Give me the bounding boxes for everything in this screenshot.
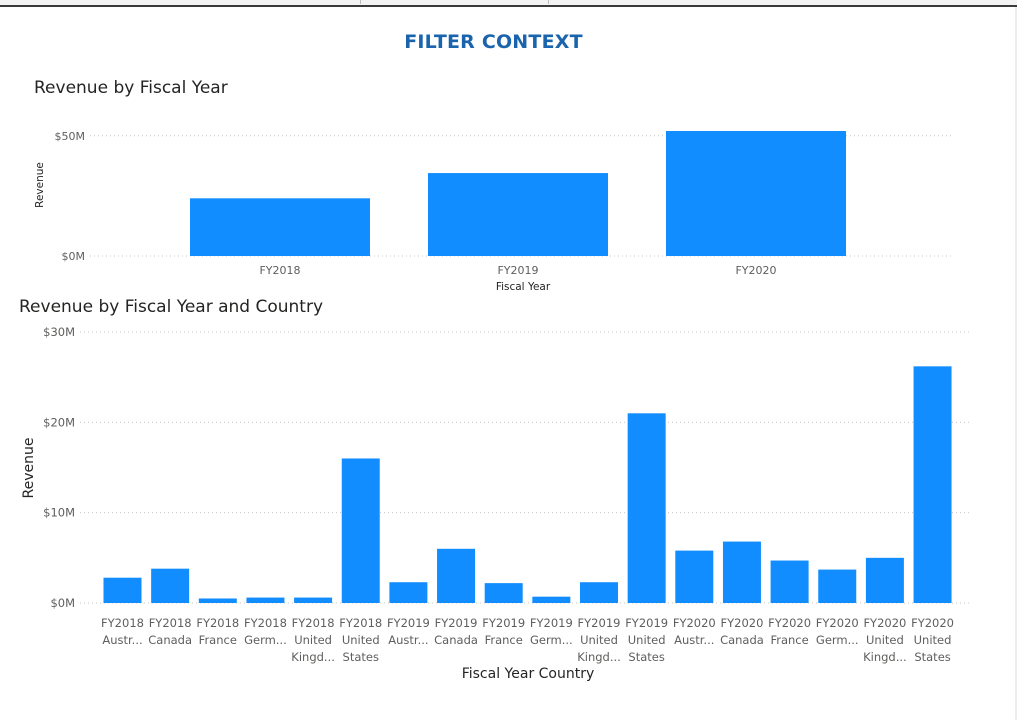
x-tick-label: Austr... (102, 633, 142, 647)
x-tick-label: Canada (148, 633, 192, 647)
bar (722, 541, 761, 603)
x-tick-label: Kingd... (863, 650, 907, 664)
x-tick-label: FY2019 (497, 264, 538, 277)
y-tick-label: $10M (43, 506, 75, 520)
bar (341, 458, 380, 603)
chart1-title: Revenue by Fiscal Year (34, 78, 228, 98)
y-axis-title: Revenue (34, 162, 46, 208)
y-tick-label: $0M (50, 596, 75, 610)
x-tick-label: States (914, 650, 950, 664)
bar (770, 560, 809, 603)
x-tick-label: FY2018 (244, 616, 287, 630)
x-tick-label: Austr... (674, 633, 714, 647)
x-tick-label: FY2018 (259, 264, 300, 277)
x-tick-label: FY2018 (292, 616, 335, 630)
bar (190, 198, 370, 256)
bar (580, 582, 618, 603)
x-tick-label: Austr... (388, 633, 428, 647)
x-tick-label: United (294, 633, 332, 647)
bar (294, 597, 333, 603)
x-tick-label: Canada (434, 633, 478, 647)
x-tick-label: FY2019 (530, 616, 573, 630)
strip-tick (548, 0, 549, 4)
x-tick-label: FY2020 (816, 616, 859, 630)
bar (818, 569, 857, 603)
page-title: FILTER CONTEXT (404, 31, 583, 53)
y-tick-label: $50M (55, 130, 86, 143)
x-tick-label: FY2019 (482, 616, 525, 630)
bar (865, 557, 904, 603)
x-tick-label: Canada (720, 633, 764, 647)
x-tick-label: FY2020 (863, 616, 906, 630)
y-tick-label: $30M (43, 325, 75, 339)
bar (627, 413, 666, 603)
x-tick-label: FY2019 (578, 616, 621, 630)
x-tick-label: France (770, 633, 808, 647)
x-tick-label: States (628, 650, 664, 664)
window-top-strip (0, 0, 1017, 7)
x-tick-label: States (343, 650, 379, 664)
bar (103, 577, 142, 603)
x-tick-label: FY2018 (339, 616, 382, 630)
x-tick-label: FY2020 (720, 616, 763, 630)
bar (484, 583, 523, 603)
bar (428, 173, 608, 256)
x-tick-label: Germ... (816, 633, 859, 647)
x-tick-label: United (866, 633, 904, 647)
x-tick-label: FY2020 (911, 616, 954, 630)
x-tick-label: FY2018 (101, 616, 144, 630)
strip-tick (360, 0, 361, 4)
chart2-title: Revenue by Fiscal Year and Country (19, 297, 324, 317)
x-tick-label: Kingd... (291, 650, 335, 664)
x-tick-label: United (628, 633, 666, 647)
x-tick-label: Germ... (530, 633, 573, 647)
x-axis-title: Fiscal Year Country (462, 666, 595, 682)
bar (198, 598, 237, 603)
x-tick-label: France (485, 633, 523, 647)
x-tick-label: FY2020 (673, 616, 716, 630)
x-tick-label: France (199, 633, 237, 647)
x-tick-label: FY2019 (435, 616, 478, 630)
bar (532, 596, 571, 603)
y-tick-label: $0M (62, 250, 86, 263)
bar (151, 568, 190, 603)
x-tick-label: FY2020 (768, 616, 811, 630)
bar (246, 597, 285, 603)
y-tick-label: $20M (43, 415, 75, 429)
x-tick-label: Germ... (244, 633, 287, 647)
bar (389, 582, 428, 603)
x-tick-label: United (914, 633, 952, 647)
bar (437, 548, 476, 603)
x-tick-label: Kingd... (577, 650, 621, 664)
x-tick-label: FY2019 (625, 616, 668, 630)
x-tick-label: FY2020 (735, 264, 776, 277)
bar (913, 366, 952, 603)
bar (675, 550, 714, 603)
bar (666, 131, 846, 256)
page-right-edge (1015, 7, 1017, 720)
y-axis-title: Revenue (21, 438, 37, 499)
chart-revenue-by-fiscal-year: $0M $50M FY2018 FY2019 FY2020 Fiscal Year Reve… (34, 130, 952, 293)
x-tick-label: United (580, 633, 618, 647)
x-axis-title: Fiscal Year (496, 281, 551, 293)
x-tick-label: United (342, 633, 380, 647)
x-tick-label: FY2018 (149, 616, 192, 630)
x-tick-label: FY2019 (387, 616, 430, 630)
x-tick-label: FY2018 (196, 616, 239, 630)
